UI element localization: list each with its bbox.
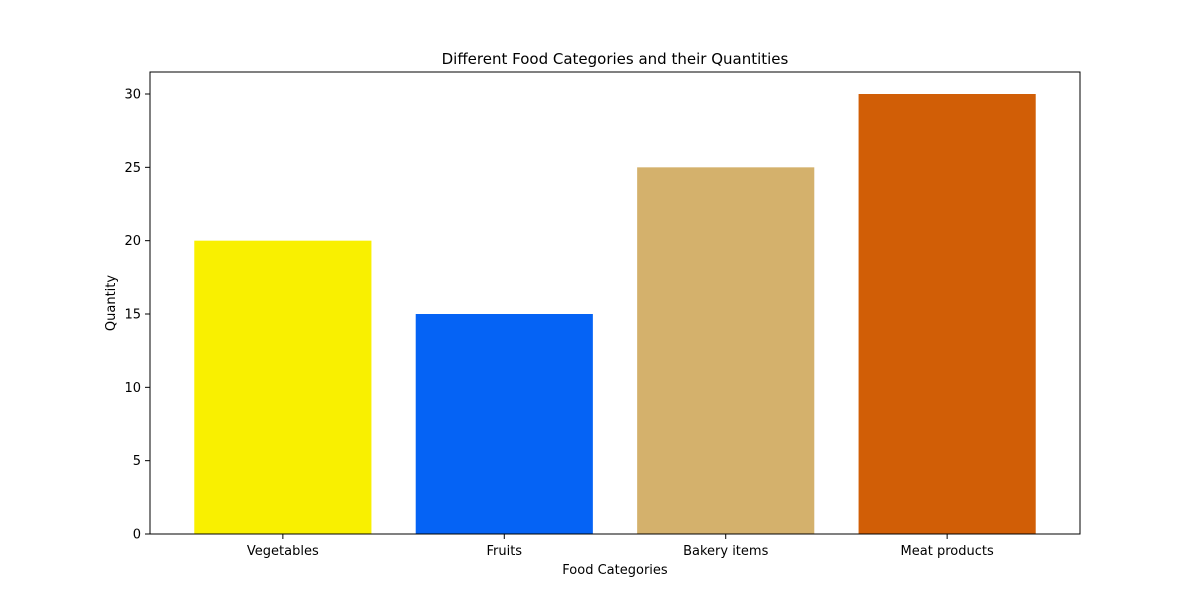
y-tick-label: 5 [133, 454, 141, 469]
chart-title: Different Food Categories and their Quan… [442, 50, 789, 68]
x-tick-label: Meat products [901, 544, 994, 559]
y-tick-label: 10 [124, 381, 141, 396]
bars-group [194, 94, 1036, 535]
plot-frame [149, 71, 1081, 535]
y-tick-label: 20 [124, 234, 141, 249]
y-axis-label: Quantity [104, 275, 119, 331]
x-tick-label: Fruits [486, 544, 522, 559]
bar-vegetables [194, 240, 372, 534]
x-tick-label: Bakery items [683, 544, 768, 559]
y-axis-ticks: 0 5 10 15 20 25 30 [124, 88, 150, 543]
y-tick-label: 15 [124, 308, 141, 323]
bar-bakery-items [637, 167, 815, 535]
x-axis-ticks: Vegetables Fruits Bakery items Meat product… [247, 534, 994, 559]
y-tick-label: 0 [133, 528, 141, 543]
x-axis-label: Food Categories [562, 563, 668, 578]
bar-meat-products [858, 94, 1036, 534]
y-tick-label: 25 [124, 161, 141, 176]
y-tick-label: 30 [124, 88, 141, 103]
x-tick-label: Vegetables [247, 544, 319, 559]
bar-fruits [415, 314, 593, 534]
